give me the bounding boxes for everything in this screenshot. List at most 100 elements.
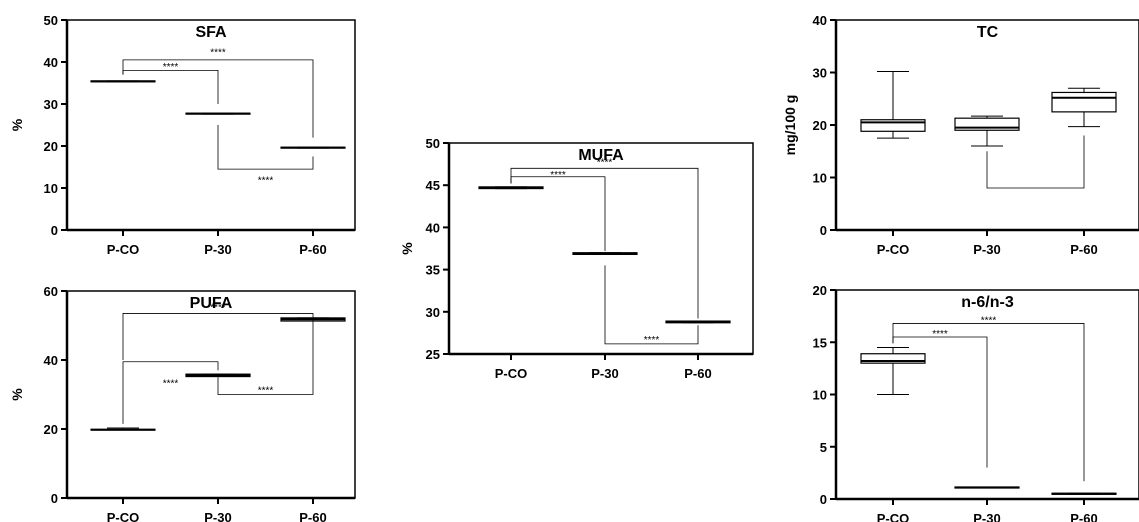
box-n6n3-P-CO <box>860 346 926 395</box>
x-tick-label-sfa: P-60 <box>299 242 326 257</box>
y-tick-label-mufa: 25 <box>426 347 440 362</box>
significance-bracket-mufa: **** <box>604 265 699 346</box>
significance-bracket-tc <box>986 135 1085 189</box>
chart-title-n6n3: n-6/n-3 <box>961 294 1014 311</box>
y-tick-label-mufa: 50 <box>426 136 440 151</box>
box-iqr <box>1051 91 1117 113</box>
x-tick-label-sfa: P-CO <box>107 242 140 257</box>
box-n6n3-P-60 <box>1051 492 1117 495</box>
x-tick-label-n6n3: P-CO <box>877 511 910 522</box>
y-axis-label-pufa: % <box>9 388 25 401</box>
x-tick-label-pufa: P-60 <box>299 510 326 522</box>
box-tc-P-CO <box>860 70 926 139</box>
x-tick-label-n6n3: P-30 <box>973 511 1000 522</box>
significance-label: **** <box>210 303 226 314</box>
chart-tc: 0 10 20 30 40 P-CO P-30 P-60 TC mg/100 g <box>782 13 1139 257</box>
y-tick-label-sfa: 20 <box>44 139 58 154</box>
y-tick-label-pufa: 0 <box>51 491 58 506</box>
box-tc-P-60 <box>1051 87 1117 128</box>
y-tick-label-mufa: 40 <box>426 220 440 235</box>
box-sfa-P-60 <box>280 146 346 149</box>
significance-label: **** <box>932 329 948 340</box>
y-tick-label-tc: 10 <box>813 171 827 186</box>
x-tick-label-mufa: P-60 <box>684 366 711 381</box>
y-tick-label-pufa: 60 <box>44 284 58 299</box>
significance-bracket-pufa: **** <box>122 361 219 424</box>
y-tick-label-sfa: 50 <box>44 13 58 28</box>
y-tick-label-n6n3: 10 <box>813 388 827 403</box>
bracket-line <box>122 313 314 360</box>
x-tick-label-mufa: P-CO <box>495 366 528 381</box>
chart-n6n3: 0 5 10 15 20 P-CO P-30 P-60 n-6/n-3 **** **** <box>813 283 1139 522</box>
bracket-line <box>122 70 219 104</box>
x-tick-label-n6n3: P-60 <box>1070 511 1097 522</box>
significance-bracket-sfa: **** <box>217 125 314 187</box>
y-axis-label-mufa: % <box>399 242 415 255</box>
x-tick-label-tc: P-CO <box>877 242 910 257</box>
bracket-line <box>510 167 699 319</box>
significance-label: **** <box>258 385 274 396</box>
chart-title-tc: TC <box>977 24 999 41</box>
bracket-line <box>604 265 699 345</box>
box-pufa-P-CO <box>90 427 156 431</box>
y-tick-label-pufa: 20 <box>44 422 58 437</box>
significance-bracket-sfa: **** <box>122 48 314 138</box>
significance-bracket-pufa: **** <box>122 303 314 360</box>
x-tick-label-pufa: P-CO <box>107 510 140 522</box>
significance-bracket-mufa: **** <box>510 158 699 319</box>
y-axis-label-sfa: % <box>9 118 25 131</box>
y-tick-label-n6n3: 15 <box>813 335 827 350</box>
y-tick-label-n6n3: 5 <box>820 440 827 455</box>
bracket-line <box>217 125 314 170</box>
y-tick-label-mufa: 45 <box>426 178 440 193</box>
y-axis-label-tc: mg/100 g <box>782 95 798 156</box>
significance-bracket-sfa: **** <box>122 62 219 104</box>
box-tc-P-30 <box>954 115 1020 147</box>
significance-label: **** <box>163 378 179 389</box>
y-tick-label-tc: 20 <box>813 118 827 133</box>
significance-label: **** <box>210 48 226 59</box>
chart-title-mufa: MUFA <box>578 147 624 164</box>
box-sfa-P-30 <box>185 112 251 115</box>
significance-bracket-pufa: **** <box>217 322 314 396</box>
chart-title-sfa: SFA <box>195 24 227 41</box>
significance-bracket-n6n3: **** <box>892 315 1085 482</box>
bracket-line <box>122 59 314 138</box>
box-iqr <box>860 353 926 364</box>
y-tick-label-sfa: 30 <box>44 97 58 112</box>
y-tick-label-n6n3: 20 <box>813 283 827 298</box>
box-n6n3-P-30 <box>954 486 1020 489</box>
box-mufa-P-30 <box>572 252 638 256</box>
x-tick-label-sfa: P-30 <box>204 242 231 257</box>
significance-label: **** <box>981 315 997 326</box>
x-tick-label-pufa: P-30 <box>204 510 231 522</box>
y-tick-label-sfa: 40 <box>44 55 58 70</box>
box-mufa-P-CO <box>478 186 544 190</box>
significance-label: **** <box>258 176 274 187</box>
y-tick-label-mufa: 30 <box>426 305 440 320</box>
significance-label: **** <box>163 62 179 73</box>
chart-sfa: 0 10 20 30 40 50 P-CO P-30 P-60 SFA% **** **** **** <box>9 13 356 257</box>
x-tick-label-tc: P-60 <box>1070 242 1097 257</box>
x-tick-label-tc: P-30 <box>973 242 1000 257</box>
significance-bracket-mufa: **** <box>510 170 606 252</box>
significance-bracket-n6n3: **** <box>892 329 988 468</box>
box-iqr <box>860 119 926 132</box>
y-tick-label-n6n3: 0 <box>820 492 827 507</box>
y-tick-label-pufa: 40 <box>44 353 58 368</box>
box-sfa-P-CO <box>90 80 156 83</box>
significance-label: **** <box>597 158 613 169</box>
y-tick-label-tc: 30 <box>813 66 827 81</box>
y-tick-label-sfa: 0 <box>51 223 58 238</box>
chart-mufa: 25 30 35 40 45 50 P-CO P-30 P-60 MUFA% **** **** ***… <box>399 136 754 381</box>
chart-title-pufa: PUFA <box>190 295 233 312</box>
box-mufa-P-60 <box>665 320 731 324</box>
chart-pufa: 0 20 40 60 P-CO P-30 P-60 PUFA% **** **** **** <box>9 284 356 522</box>
y-tick-label-mufa: 35 <box>426 263 440 278</box>
bracket-line <box>122 361 219 424</box>
y-tick-label-tc: 40 <box>813 13 827 28</box>
bracket-line <box>892 323 1085 482</box>
bracket-line <box>217 322 314 395</box>
bracket-line <box>986 135 1085 189</box>
